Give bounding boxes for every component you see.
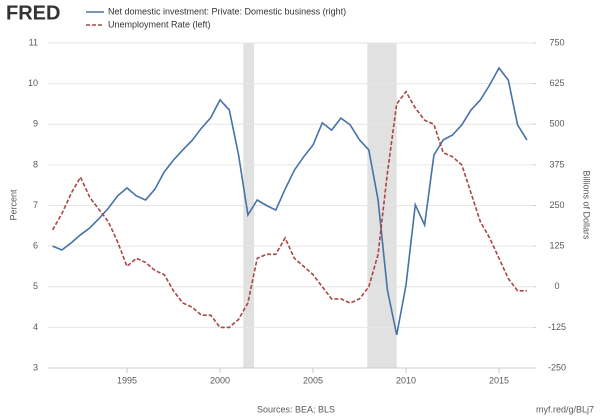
series-line — [52, 66, 528, 336]
series-line — [51, 90, 527, 329]
y-tick-label: 3 — [33, 362, 38, 372]
y2-tick-label: 500 — [549, 119, 564, 129]
y-tick-label: 7 — [33, 200, 38, 210]
x-tick-label: 2005 — [303, 375, 323, 385]
y-tick-label: 10 — [28, 78, 38, 88]
y2-tick-label: -250 — [548, 362, 566, 372]
x-tick-label: 2000 — [210, 375, 230, 385]
y-tick-label: 11 — [29, 37, 38, 47]
x-tick-label: 1995 — [117, 375, 137, 385]
y2-tick-label: 375 — [549, 159, 564, 169]
y2-tick-label: 250 — [549, 200, 564, 210]
x-tick-label: 2015 — [489, 375, 509, 385]
y2-tick-label: 125 — [549, 241, 564, 251]
y-tick-label: 4 — [33, 322, 38, 332]
y2-axis-label: Billions of Dollars — [582, 170, 592, 240]
y2-tick-label: 0 — [554, 281, 559, 291]
y-tick-label: 8 — [33, 159, 38, 169]
source: Sources: BEA; BLS — [257, 404, 335, 414]
link: myf.red/g/BLj7 — [536, 404, 594, 414]
y-tick-label: 9 — [33, 119, 38, 129]
legend-label: Unemployment Rate (left) — [108, 19, 211, 29]
y-axis-label: Percent — [8, 189, 18, 221]
x-tick-label: 2010 — [396, 375, 416, 385]
y-tick-label: 6 — [33, 241, 38, 251]
y2-tick-label: 625 — [549, 78, 564, 88]
y2-tick-label: -125 — [548, 322, 566, 332]
logo: FRED — [6, 2, 60, 24]
y-tick-label: 5 — [33, 281, 38, 291]
legend-label: Net domestic investment: Private: Domest… — [108, 6, 346, 16]
y2-tick-label: 750 — [549, 37, 564, 47]
